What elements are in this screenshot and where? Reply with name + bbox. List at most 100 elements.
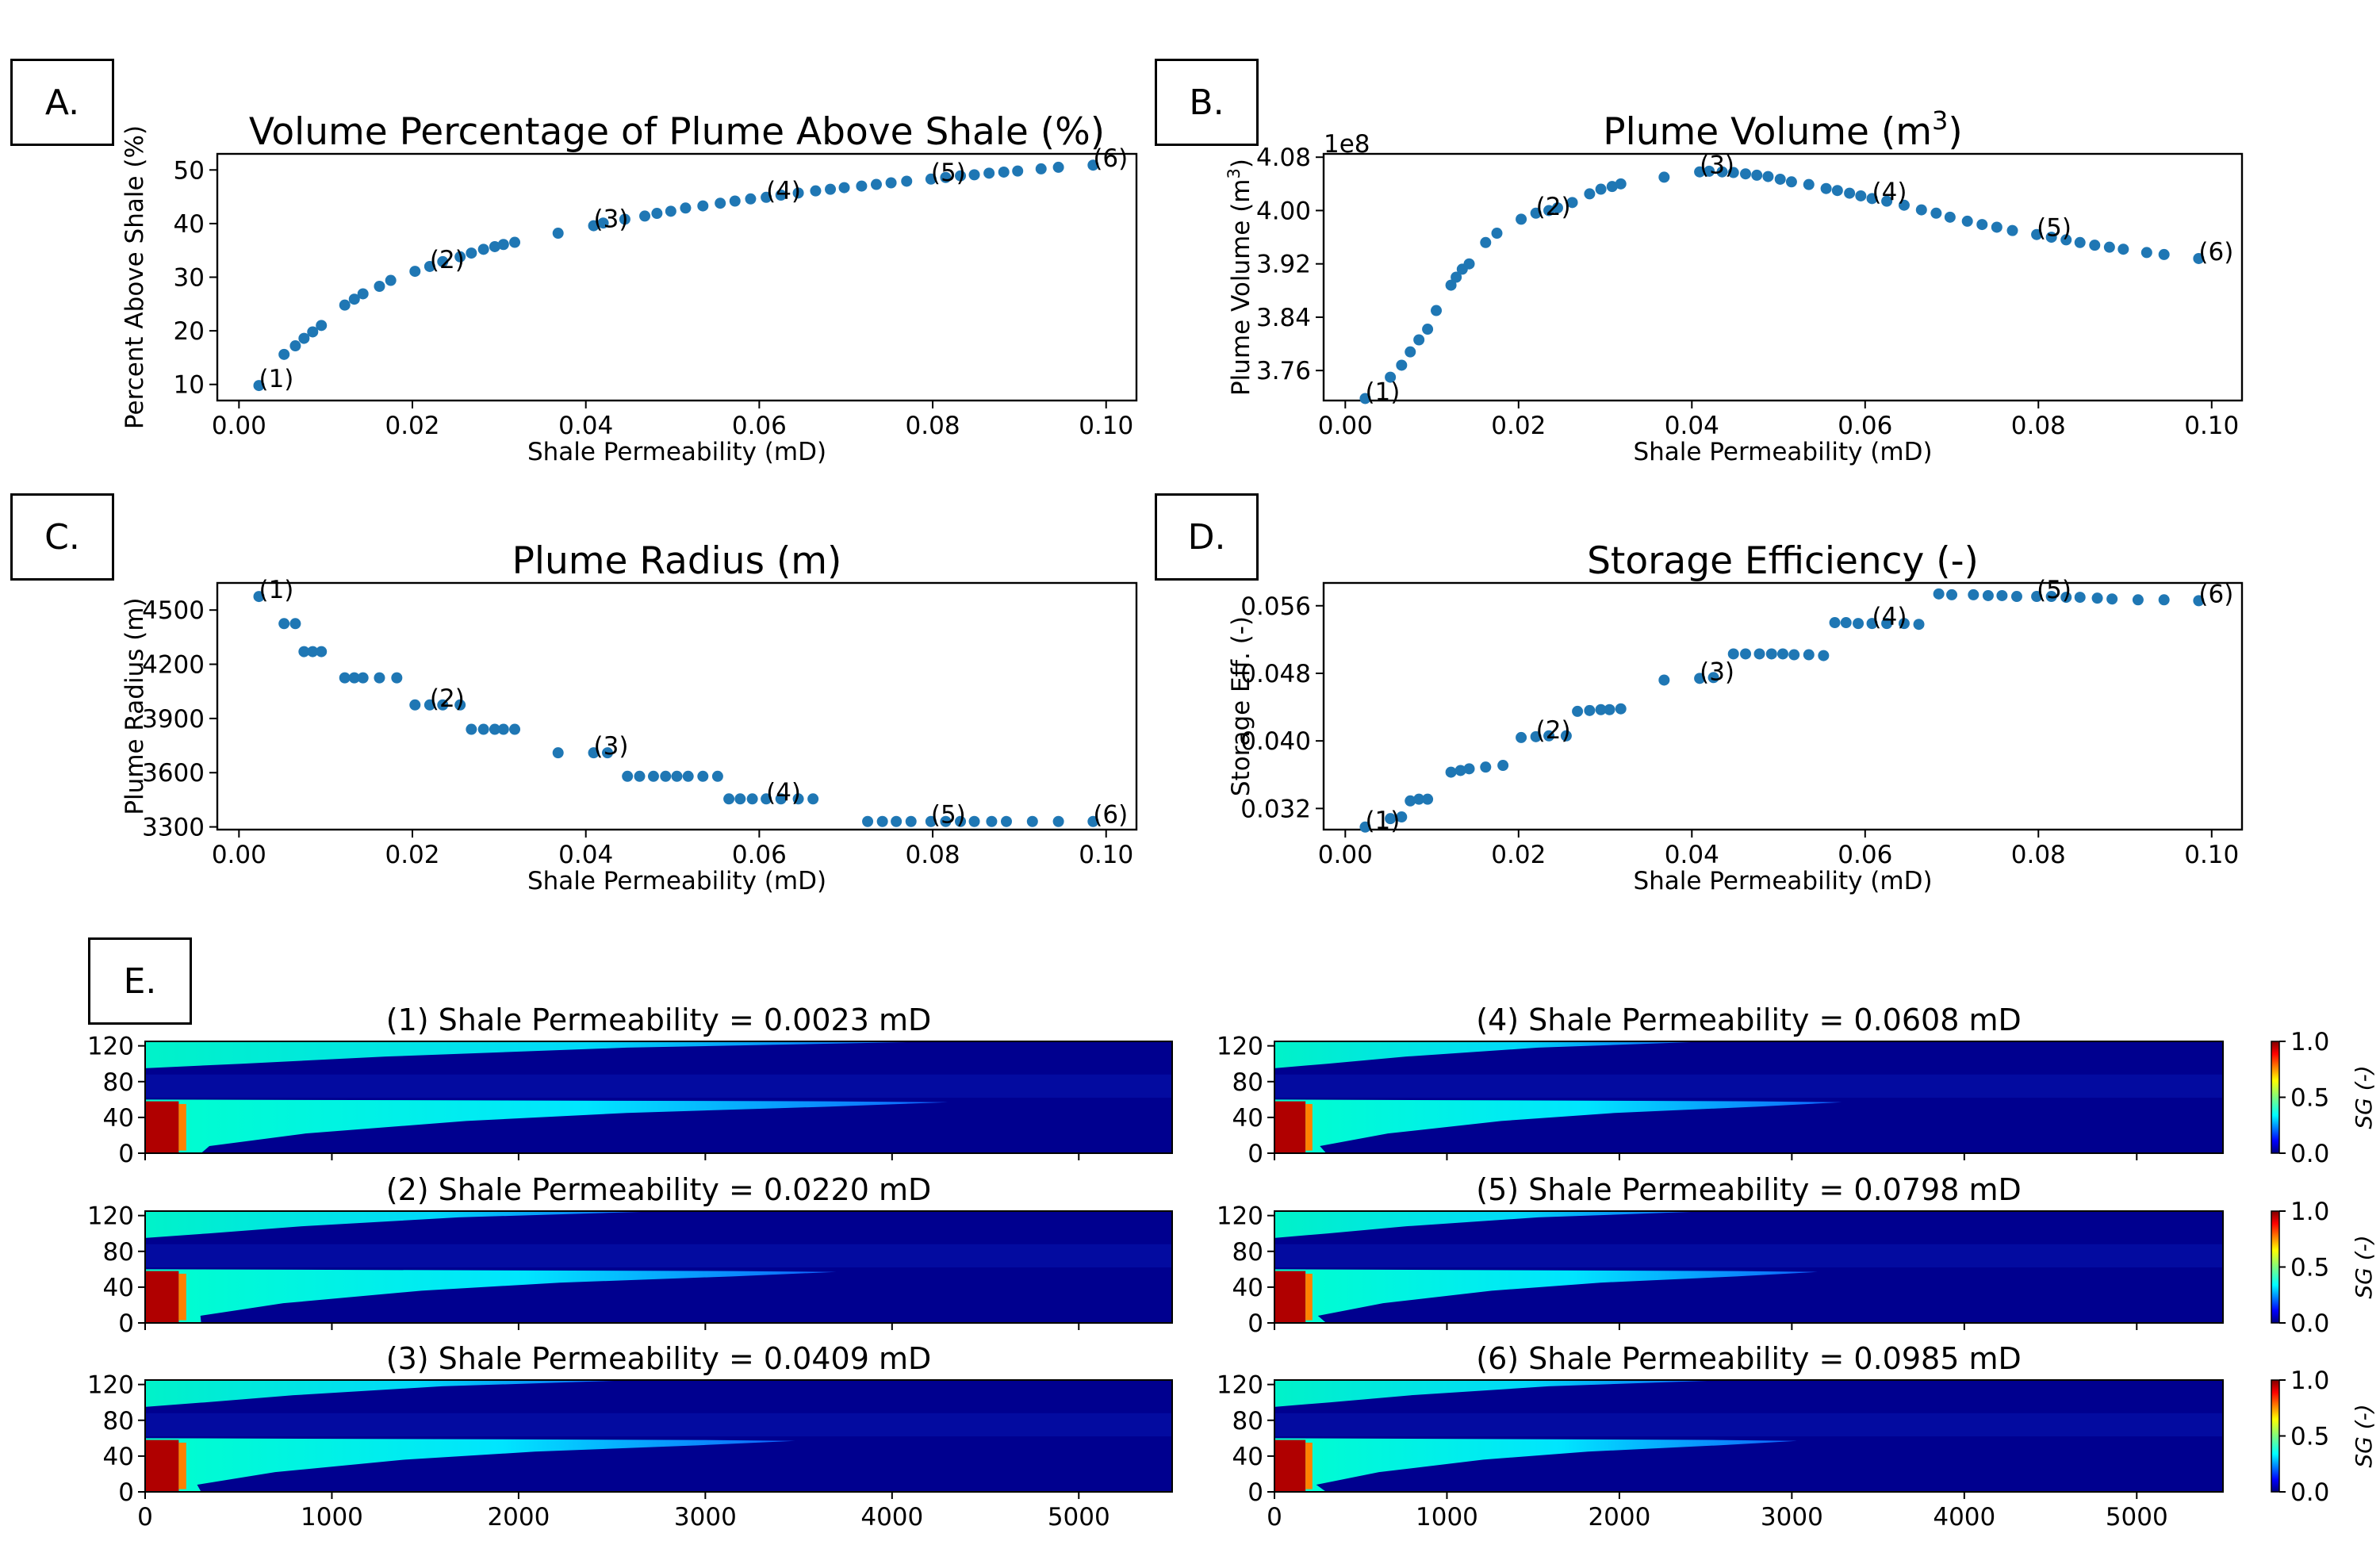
shale-layer (1274, 1074, 2223, 1098)
data-point (775, 190, 787, 201)
upper-plume (1274, 1041, 1715, 1068)
x-tick-label: 1000 (1416, 1503, 1478, 1532)
panel-label-b: B. (1155, 59, 1259, 146)
data-point (998, 166, 1010, 178)
data-point (651, 208, 663, 220)
x-tick-label: 0.10 (2184, 841, 2239, 869)
y-tick-label: 3.92 (1256, 251, 1311, 279)
data-point (940, 815, 952, 827)
map-frame (144, 1210, 1173, 1324)
lower-plume (145, 1099, 949, 1153)
data-point (1454, 765, 1466, 776)
y-tick-label: 40 (1232, 1104, 1263, 1133)
x-tick-label: 0 (1267, 1503, 1282, 1532)
data-point (1727, 167, 1739, 178)
data-point (1359, 821, 1371, 833)
point-annotation: (3) (1700, 657, 1734, 686)
data-point (1933, 588, 1945, 600)
y-tick-label: 80 (1232, 1407, 1263, 1436)
y-tick-label: 3900 (142, 705, 205, 734)
data-point (775, 793, 787, 805)
x-tick-label: 0.08 (2011, 841, 2066, 869)
data-point (1774, 173, 1786, 185)
upper-plume (145, 1211, 669, 1238)
upper-plume (145, 1380, 640, 1407)
data-point (968, 169, 980, 181)
data-point (1831, 185, 1843, 197)
point-annotation: (2) (430, 246, 465, 274)
point-annotation: (2) (1536, 193, 1571, 221)
point-annotation: (4) (1872, 603, 1907, 631)
data-point (423, 260, 435, 272)
data-point (1785, 176, 1797, 188)
data-point (1052, 161, 1064, 173)
data-point (509, 723, 521, 735)
data-point (1087, 159, 1099, 171)
data-point (1445, 766, 1457, 778)
data-point (647, 770, 659, 782)
plot-frame (216, 152, 1138, 402)
y-tick-label: 120 (87, 1033, 134, 1061)
map-title: (5) Shale Permeability = 0.0798 mD (1476, 1172, 2022, 1207)
x-tick-label: 0.00 (212, 412, 266, 440)
data-point (1818, 650, 1830, 661)
chart-title: Storage Efficiency (-) (1587, 539, 1979, 583)
colorbar-0: 1.0 0.5 0.0 SG (-) (2271, 1028, 2377, 1168)
colorbar-2: 1.0 0.5 0.0 SG (-) (2271, 1367, 2377, 1507)
map-frame (144, 1041, 1173, 1154)
data-point (278, 348, 290, 360)
y-tick-label: 0 (1247, 1478, 1263, 1507)
y-tick-label: 20 (174, 317, 205, 346)
data-point (792, 793, 804, 805)
data-point (1991, 221, 2002, 233)
y-tick-label: 4.00 (1256, 197, 1311, 225)
data-point (905, 815, 917, 827)
data-point (1405, 346, 1416, 358)
data-point (1572, 705, 1584, 717)
chart-title-sup: 3 (1932, 105, 1948, 136)
chart-title: Plume Radius (m) (512, 539, 842, 583)
y-tick-label: 0.040 (1240, 727, 1311, 756)
colorbar-tick-label: 1.0 (2290, 1028, 2329, 1056)
data-point (711, 770, 723, 782)
data-point (729, 195, 741, 207)
data-point (1740, 648, 1752, 660)
data-point (2074, 236, 2086, 248)
data-point (1405, 795, 1416, 807)
lower-plume (1274, 1269, 1818, 1323)
data-point (339, 672, 351, 684)
data-point (1560, 730, 1572, 742)
data-point (723, 793, 735, 805)
data-point (838, 182, 850, 194)
shale-layer (145, 1244, 1172, 1268)
data-point (665, 205, 676, 217)
data-point (489, 240, 500, 252)
data-point (1898, 618, 1910, 630)
injection-zone (145, 1271, 179, 1323)
injection-zone (1274, 1101, 1306, 1153)
y-tick-label: 120 (1217, 1371, 1263, 1400)
data-point (1445, 279, 1457, 291)
map-background (145, 1211, 1172, 1323)
point-annotation: (2) (1536, 716, 1571, 745)
y-tick-label: 3.76 (1256, 357, 1311, 385)
x-tick-label: 5000 (2106, 1503, 2168, 1532)
data-point (2091, 592, 2103, 604)
data-point (1035, 163, 1047, 174)
data-point (489, 723, 500, 735)
point-annotation: (1) (259, 576, 293, 604)
data-point (1000, 815, 1012, 827)
data-point (2060, 592, 2072, 604)
x-tick-label: 0.04 (558, 841, 613, 869)
point-annotation: (4) (1872, 178, 1907, 206)
data-point (391, 672, 403, 684)
data-point (1497, 760, 1509, 772)
data-point (825, 183, 837, 195)
y-tick-label: 40 (103, 1274, 134, 1302)
shale-layer (1274, 1413, 2223, 1437)
x-tick-label: 4000 (1933, 1503, 1995, 1532)
colorbar-label: SG (-) (2351, 1065, 2377, 1129)
point-annotation: (1) (1365, 807, 1400, 835)
x-axis-label: Shale Permeability (mD) (1633, 867, 1932, 895)
data-point (1052, 815, 1064, 827)
